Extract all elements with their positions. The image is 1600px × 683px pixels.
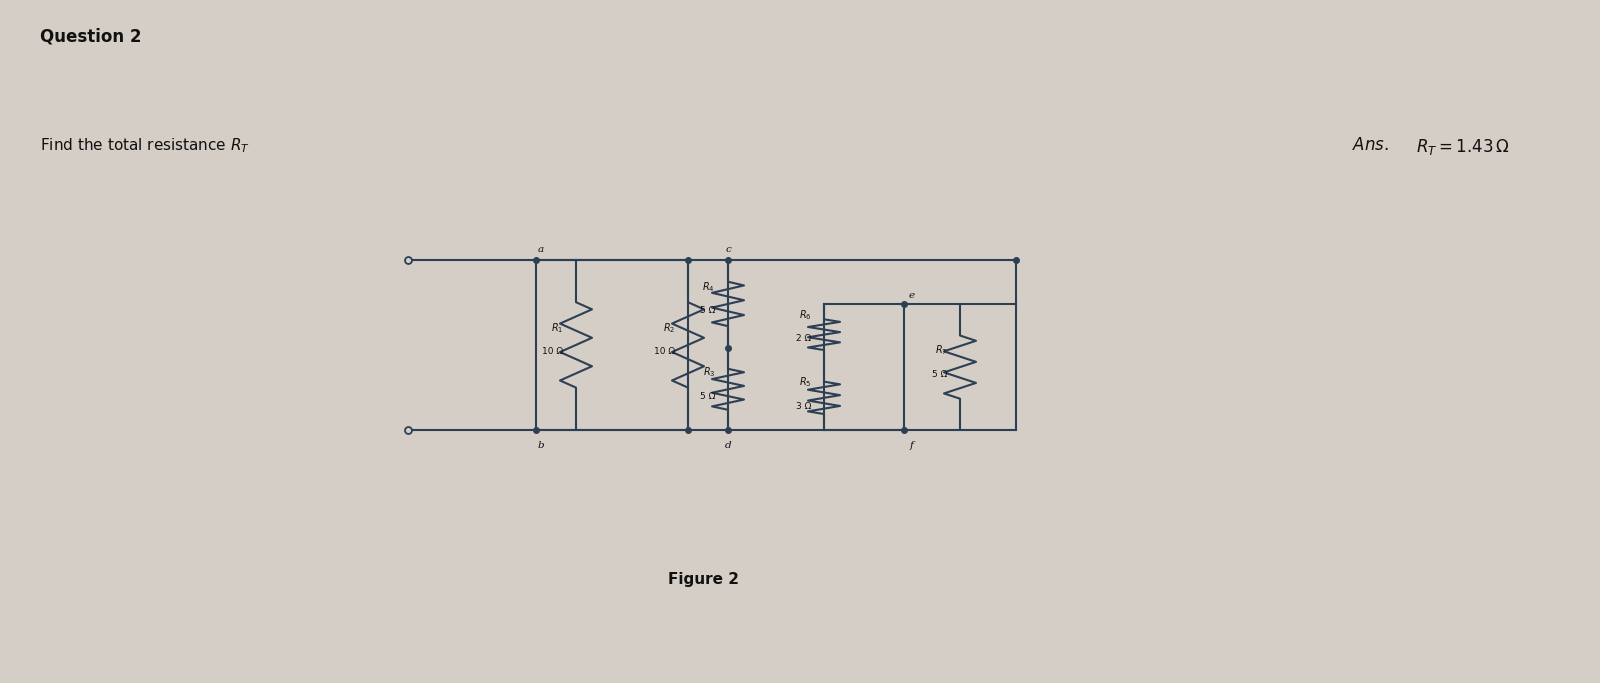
Text: d: d [725, 441, 731, 450]
Text: f: f [910, 441, 914, 450]
Text: $R_{3}$: $R_{3}$ [702, 365, 715, 379]
Text: 10 Ω: 10 Ω [654, 347, 675, 357]
Text: 2 Ω: 2 Ω [795, 334, 811, 344]
Text: Question 2: Question 2 [40, 27, 141, 45]
Text: 3 Ω: 3 Ω [795, 402, 811, 411]
Text: 10 Ω: 10 Ω [542, 347, 563, 357]
Text: $R_{2}$: $R_{2}$ [662, 321, 675, 335]
Text: $R_T = 1.43\,\Omega$: $R_T = 1.43\,\Omega$ [1416, 137, 1509, 156]
Text: a: a [538, 245, 544, 254]
Text: $R_{5}$: $R_{5}$ [798, 376, 811, 389]
Text: c: c [725, 245, 731, 254]
Text: $R_{4}$: $R_{4}$ [702, 280, 715, 294]
Text: Find the total resistance $R_T$: Find the total resistance $R_T$ [40, 137, 250, 155]
Text: $R_{6}$: $R_{6}$ [798, 308, 811, 322]
Text: 5 Ω: 5 Ω [699, 391, 715, 401]
Text: $R_{7}$: $R_{7}$ [934, 344, 947, 357]
Text: b: b [538, 441, 544, 450]
Text: $\mathit{Ans.}$: $\mathit{Ans.}$ [1352, 137, 1389, 154]
Text: $R_{1}$: $R_{1}$ [550, 321, 563, 335]
Text: Figure 2: Figure 2 [669, 572, 739, 587]
Text: e: e [909, 290, 915, 300]
Text: 5 Ω: 5 Ω [931, 370, 947, 379]
Text: 5 Ω: 5 Ω [699, 306, 715, 316]
